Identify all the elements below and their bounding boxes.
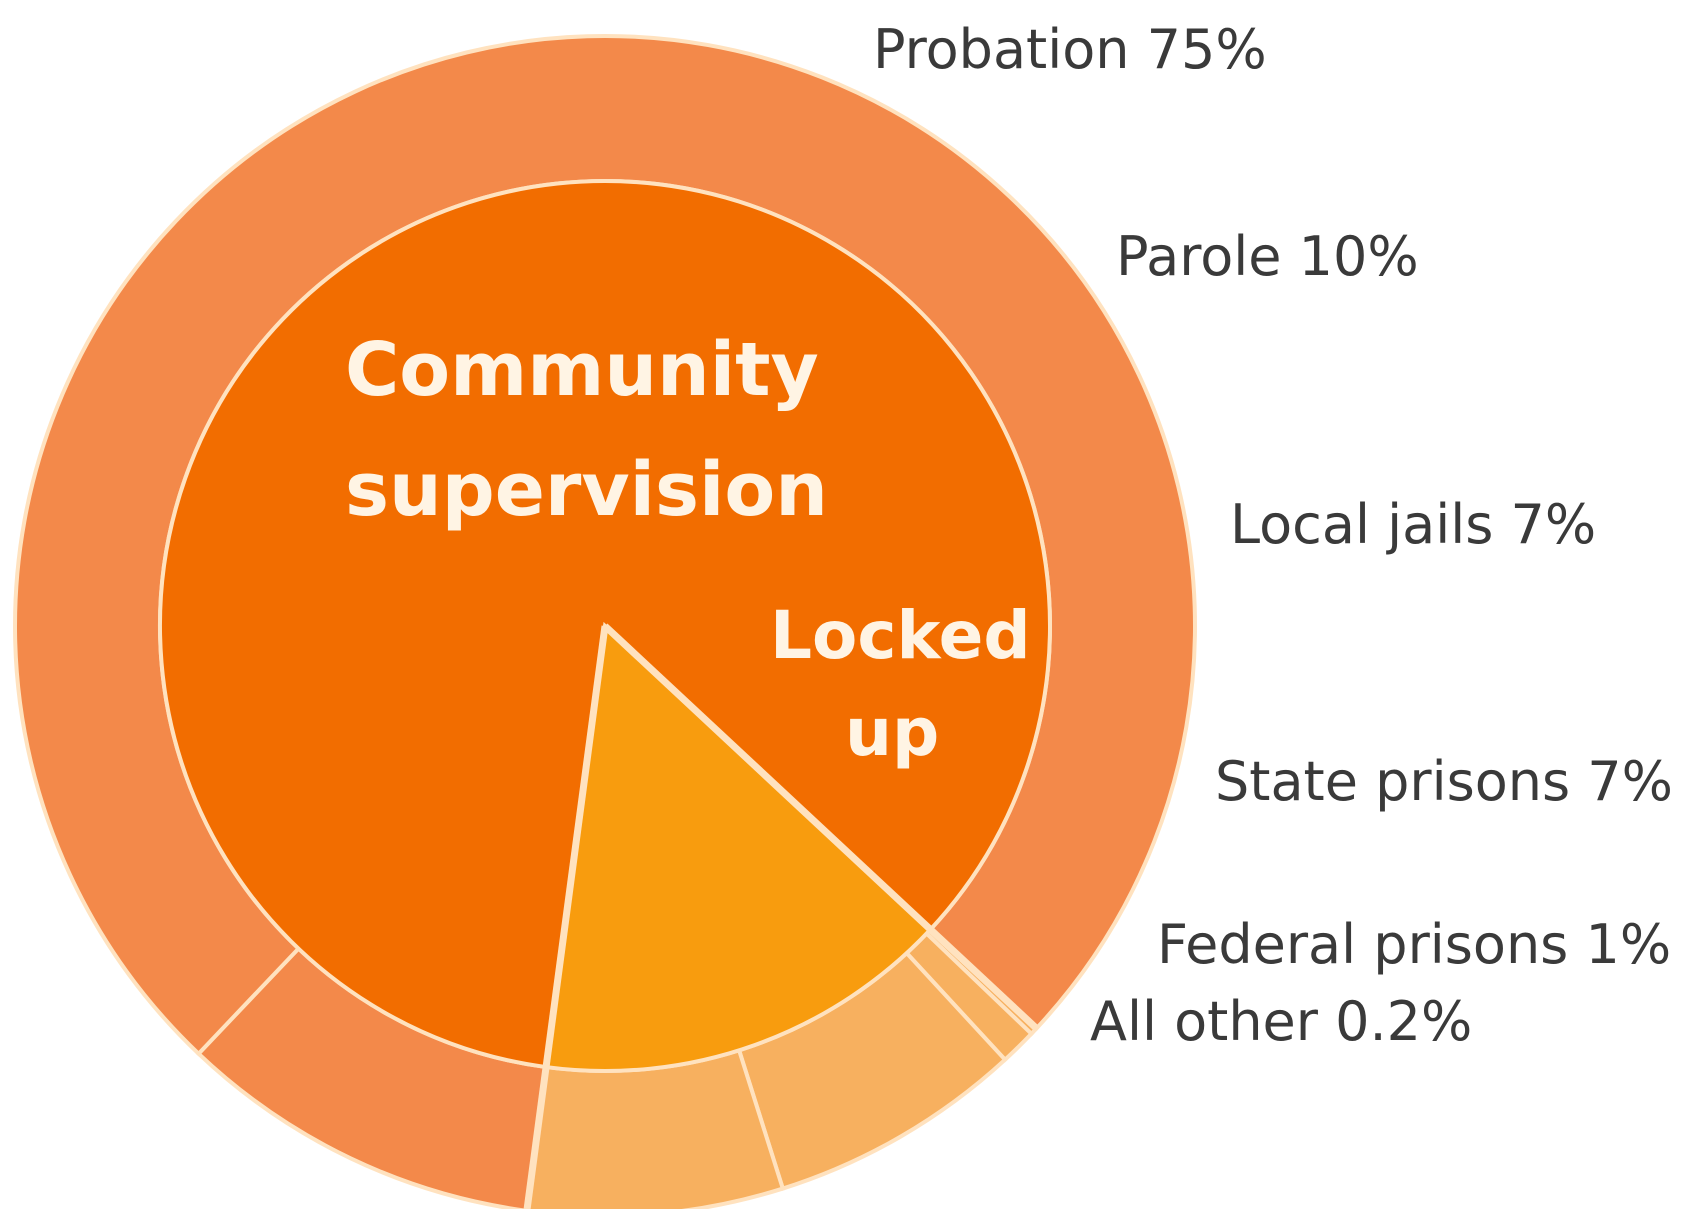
- slice-label-federal-prisons: Federal prisons 1%: [1157, 913, 1671, 976]
- slice-label-local-jails: Local jails 7%: [1230, 493, 1596, 556]
- slice-local-jails: [525, 1047, 786, 1209]
- group-label-locked-line2: up: [845, 694, 939, 771]
- group-label-community-line2: supervision: [345, 447, 828, 533]
- group-divider-2: [523, 625, 609, 1209]
- slice-label-state-prisons: State prisons 7%: [1215, 750, 1673, 813]
- separators: [158, 179, 1052, 1209]
- slice-label-parole: Parole 10%: [1116, 225, 1419, 288]
- group-label-community-line1: Community: [345, 327, 819, 413]
- inner-ring-edge: [158, 179, 1052, 1073]
- group-divider-1: [602, 623, 1039, 1031]
- slice-label-probation: Probation 75%: [873, 18, 1267, 81]
- group-label-locked-line1: Locked: [770, 597, 1031, 674]
- slice-label-all-other: All other 0.2%: [1090, 990, 1472, 1053]
